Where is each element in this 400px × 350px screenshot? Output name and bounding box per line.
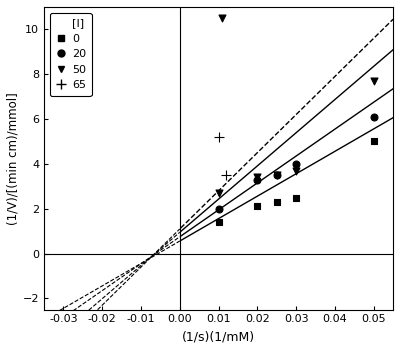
Point (370, 78, 377, 84)
Point (215, 134, 222, 140)
Point (293, 161, 299, 167)
Point (254, 177, 260, 182)
Point (293, 168, 299, 173)
Point (274, 199, 280, 205)
X-axis label: (1/s)(1/mM): (1/s)(1/mM) (182, 330, 255, 343)
Point (370, 139, 377, 144)
Point (370, 114, 377, 120)
Point (215, 219, 222, 225)
Y-axis label: (1/V)/[(min cm)/mmol]: (1/V)/[(min cm)/mmol] (7, 92, 20, 225)
Point (215, 190, 222, 196)
Point (293, 195, 299, 200)
Point (219, 15, 226, 21)
Point (215, 206, 222, 211)
Point (254, 175, 260, 180)
Point (274, 172, 280, 178)
Point (274, 172, 280, 178)
Legend: [I], 0, 20, 50, 65: [I], 0, 20, 50, 65 (50, 13, 92, 96)
Point (254, 204, 260, 209)
Point (223, 172, 230, 178)
